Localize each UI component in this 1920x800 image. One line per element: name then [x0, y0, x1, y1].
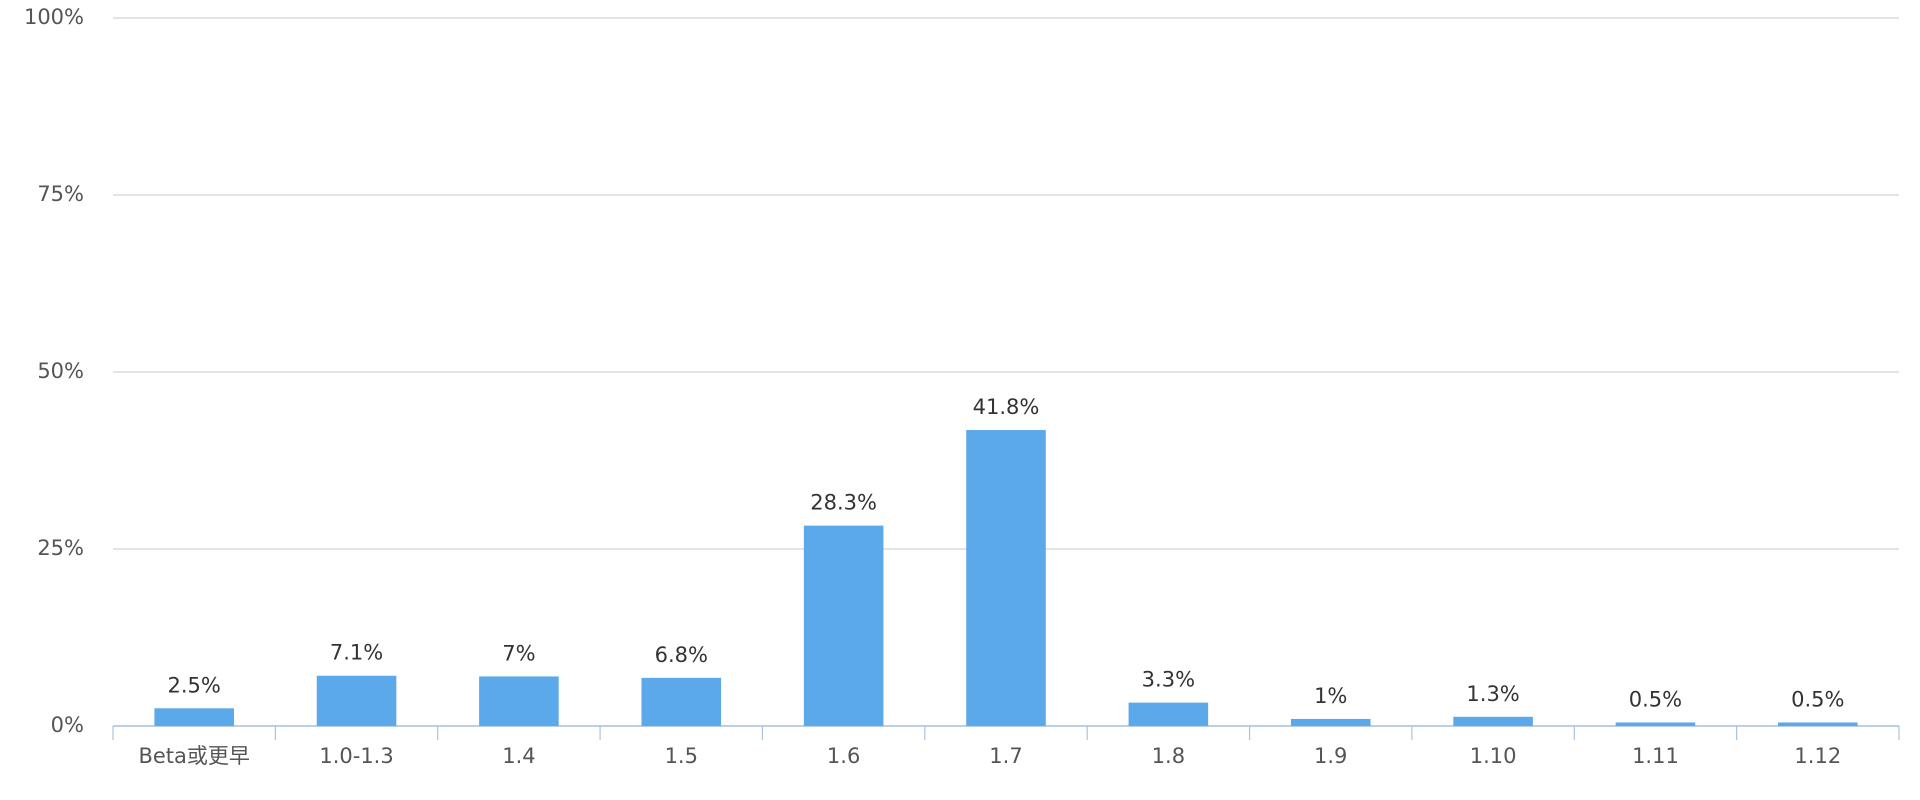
x-tick-label: 1.9 [1314, 744, 1347, 768]
value-label: 7.1% [330, 641, 383, 665]
y-tick-label: 50% [37, 359, 84, 383]
y-tick-label: 100% [24, 5, 84, 29]
value-label: 0.5% [1791, 687, 1844, 711]
y-tick-label: 25% [37, 536, 84, 560]
x-tick-label: 1.6 [827, 744, 860, 768]
x-tick-label: Beta或更早 [138, 744, 249, 768]
x-tick-label: 1.12 [1794, 744, 1841, 768]
bar [479, 676, 559, 726]
y-tick-label: 75% [37, 182, 84, 206]
x-tick-label: 1.7 [989, 744, 1022, 768]
value-label: 28.3% [810, 491, 877, 515]
value-label: 7% [502, 641, 535, 665]
y-tick-label: 0% [51, 713, 84, 737]
x-tick-label: 1.0-1.3 [319, 744, 393, 768]
value-label: 0.5% [1629, 687, 1682, 711]
bar [316, 675, 397, 726]
bar [641, 677, 722, 726]
x-tick-label: 1.11 [1632, 744, 1679, 768]
bar [1615, 722, 1696, 726]
value-label: 1% [1314, 684, 1347, 708]
x-tick-label: 1.10 [1470, 744, 1517, 768]
bar [966, 430, 1046, 726]
x-tick-label: 1.5 [665, 744, 698, 768]
bar [1453, 716, 1533, 726]
bar [1290, 718, 1371, 726]
value-label: 1.3% [1466, 682, 1519, 706]
x-tick-label: 1.8 [1152, 744, 1185, 768]
bar [154, 708, 234, 726]
value-label: 3.3% [1142, 668, 1195, 692]
x-tick-label: 1.4 [502, 744, 535, 768]
value-label: 41.8% [973, 395, 1040, 419]
value-label: 6.8% [655, 643, 708, 667]
bar [803, 525, 884, 726]
value-label: 2.5% [168, 673, 221, 697]
bar [1128, 702, 1209, 726]
bar [1778, 722, 1858, 726]
